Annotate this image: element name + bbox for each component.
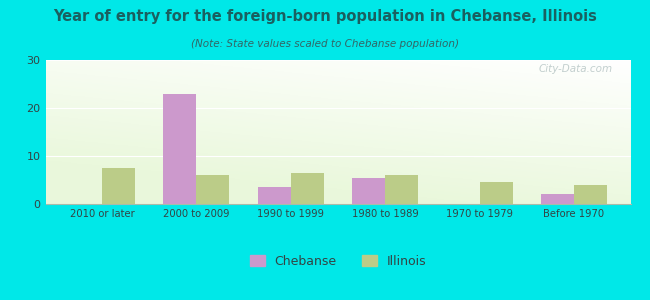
Bar (291, 173, 324, 204)
Bar (102, 168, 135, 204)
Bar (258, 187, 291, 204)
Bar (541, 194, 574, 204)
Bar (480, 182, 513, 204)
Bar (574, 185, 607, 204)
Text: Year of entry for the foreign-born population in Chebanse, Illinois: Year of entry for the foreign-born popul… (53, 9, 597, 24)
Legend: Chebanse, Illinois: Chebanse, Illinois (244, 250, 432, 273)
Bar (163, 94, 196, 204)
Text: City-Data.com: City-Data.com (539, 64, 613, 74)
Bar (385, 175, 418, 204)
Bar (352, 178, 385, 204)
Bar (196, 175, 229, 204)
Text: (Note: State values scaled to Chebanse population): (Note: State values scaled to Chebanse p… (191, 39, 459, 49)
